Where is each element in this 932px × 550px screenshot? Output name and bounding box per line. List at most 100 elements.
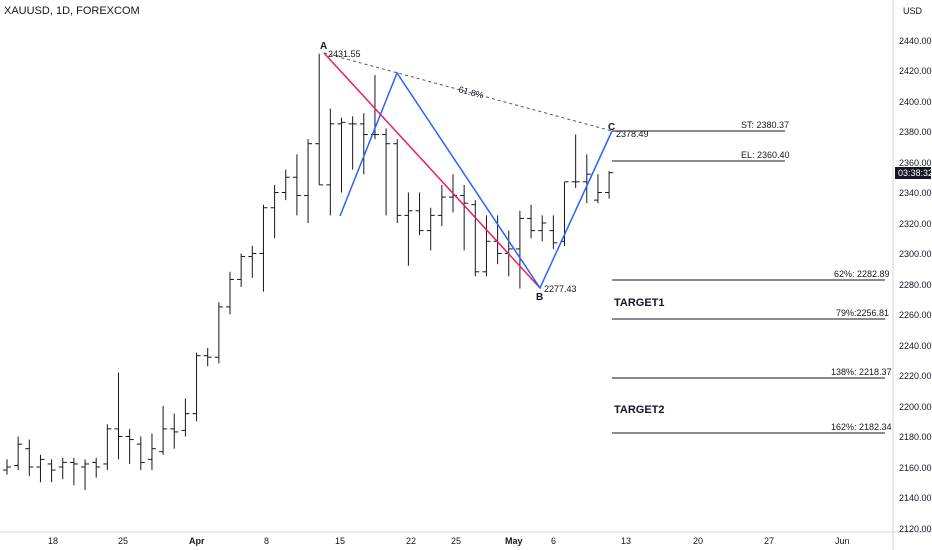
fib138-label: 138%: 2218.37 (831, 367, 892, 377)
ohlc-bar (437, 184, 446, 227)
ohlc-bar (404, 192, 413, 266)
ohlc-bar (81, 459, 90, 490)
price-tick: 2300.00 (899, 249, 932, 259)
time-tick: 6 (551, 536, 556, 546)
ohlc-bar (237, 253, 246, 288)
price-tick: 2380.00 (899, 127, 932, 137)
ohlc-bar (181, 398, 190, 437)
ohlc-bar (471, 200, 480, 277)
time-tick: 20 (693, 536, 703, 546)
ohlc-bar (92, 457, 101, 478)
ohlc-bar (69, 457, 78, 486)
ohlc-bar (103, 424, 112, 471)
ohlc-bar (159, 406, 168, 455)
ohlc-bar (36, 454, 45, 483)
price-tick: 2220.00 (899, 371, 932, 381)
level-lines[interactable]: ST: 2380.37 EL: 2360.40 62%: 2282.89 TAR… (612, 120, 892, 434)
countdown-badge (895, 167, 931, 179)
ohlc-bar (3, 459, 11, 475)
ohlc-bar (114, 372, 123, 460)
target2-label: TARGET2 (614, 404, 665, 416)
point-a-letter: A (320, 41, 327, 52)
countdown-label: 03:38:32 (898, 168, 932, 178)
ohlc-bar (203, 348, 212, 367)
harmonic-pattern[interactable]: 61.8% A 2431.55 B 2277.43 C 2378.49 (320, 41, 649, 303)
price-tick: 2120.00 (899, 524, 932, 534)
ohlc-bar (248, 245, 257, 278)
ohlc-bar (348, 116, 357, 170)
point-c-letter: C (608, 122, 615, 133)
ohlc-bar (337, 117, 346, 193)
time-tick: 8 (264, 536, 269, 546)
time-axis[interactable]: 18 25 Apr 8 15 22 25 May 6 13 20 27 Jun (48, 536, 850, 546)
ohlc-bar (281, 169, 290, 201)
time-tick: 18 (48, 536, 58, 546)
target1-label: TARGET1 (614, 297, 665, 309)
price-tick: 2200.00 (899, 402, 932, 412)
fib162-label: 162%: 2182.34 (831, 422, 892, 432)
price-tick: 2440.00 (899, 36, 932, 46)
ohlc-bar (125, 428, 134, 464)
price-tick: 2180.00 (899, 432, 932, 442)
retracement-label: 61.8% (457, 84, 484, 100)
retracement-line[interactable] (323, 52, 613, 132)
time-tick: Jun (835, 536, 850, 546)
ohlc-bar (415, 192, 424, 236)
price-tick: 2340.00 (899, 188, 932, 198)
pattern-line-ab[interactable] (323, 52, 541, 289)
ohlc-bar (605, 171, 614, 199)
ohlc-bar (259, 204, 268, 292)
time-tick: May (505, 536, 523, 546)
ohlc-bar (393, 139, 402, 223)
ohlc-bar (326, 108, 335, 216)
ohlc-bar (47, 459, 56, 483)
entry-label: EL: 2360.40 (741, 150, 790, 160)
price-tick: 2400.00 (899, 97, 932, 107)
ohlc-bar (315, 53, 324, 186)
time-tick: 25 (118, 536, 128, 546)
ohlc-bar (515, 210, 524, 289)
ohlc-bar (359, 113, 368, 175)
price-tick: 2320.00 (899, 219, 932, 229)
time-tick: 13 (621, 536, 631, 546)
ohlc-bar (426, 207, 435, 251)
price-tick: 2360.00 (899, 158, 932, 168)
ohlc-bar (571, 134, 580, 188)
stop-loss-label: ST: 2380.37 (741, 120, 789, 130)
ohlc-bar (304, 139, 313, 223)
ohlc-bar (460, 184, 469, 251)
ohlc-bar (147, 433, 156, 471)
point-c-value: 2378.49 (616, 129, 649, 139)
price-tick: 2280.00 (899, 280, 932, 290)
price-tick: 2260.00 (899, 310, 932, 320)
fib62-label: 62%: 2282.89 (834, 269, 890, 279)
price-tick: 2420.00 (899, 66, 932, 76)
ohlc-bar (292, 154, 301, 216)
ohlc-bar (226, 271, 234, 315)
fib79-label: 79%:2256.81 (836, 308, 889, 318)
ohlc-bar (482, 215, 491, 277)
price-tick: 2160.00 (899, 463, 932, 473)
price-tick: 2140.00 (899, 493, 932, 503)
price-axis[interactable]: 2440.00 2420.00 2400.00 2380.00 2360.00 … (899, 36, 932, 534)
ohlc-bar (382, 128, 391, 216)
time-tick: 27 (764, 536, 774, 546)
ohlc-bar (14, 436, 23, 471)
point-b-value: 2277.43 (544, 284, 577, 294)
symbol-title[interactable]: XAUUSD, 1D, FOREXCOM (4, 5, 140, 17)
currency-label[interactable]: USD (903, 6, 923, 16)
pattern-line-blue[interactable] (339, 71, 613, 290)
ohlc-bar (192, 352, 201, 422)
ohlc-bar (214, 302, 223, 364)
ohlc-bar (527, 204, 536, 239)
point-a-value: 2431.55 (328, 49, 361, 59)
ohlc-bars (3, 53, 614, 490)
ohlc-bar (538, 215, 547, 242)
ohlc-bar (58, 457, 67, 480)
ohlc-bar (593, 174, 602, 204)
time-tick: 22 (406, 536, 416, 546)
ohlc-bar (270, 184, 279, 239)
time-tick: Apr (189, 536, 205, 546)
